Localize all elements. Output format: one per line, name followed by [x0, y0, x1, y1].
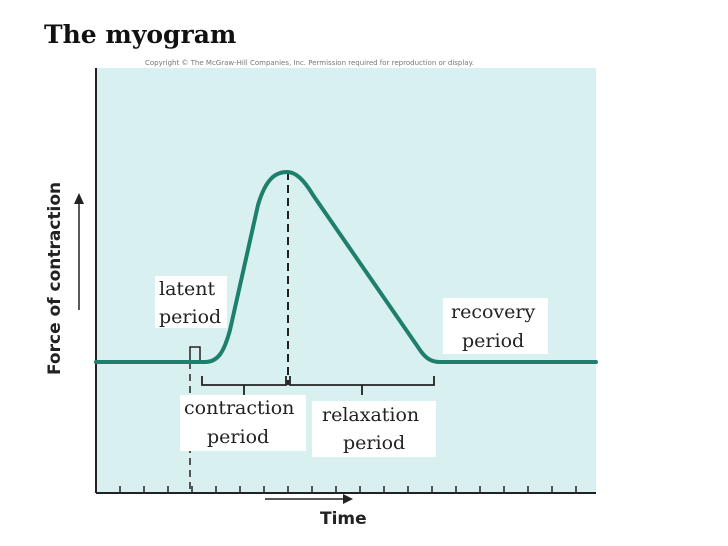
recovery-period-label-line2: period — [462, 330, 524, 352]
time-arrow — [265, 494, 353, 504]
slide-title: The myogram — [44, 20, 237, 49]
contraction-period-label-line1: contraction — [184, 397, 294, 419]
latent-period-label-line1: latent — [159, 278, 216, 300]
contraction-period-label-line2: period — [207, 426, 269, 448]
twitch-curve — [94, 170, 598, 364]
relaxation-period-label-line2: period — [343, 432, 405, 454]
relaxation-bracket — [289, 376, 435, 395]
x-axis-label: Time — [320, 509, 367, 529]
copyright-note: Copyright © The McGraw-Hill Companies, I… — [145, 59, 474, 67]
period-brackets — [201, 376, 435, 395]
force-arrow — [74, 193, 84, 310]
latent-period-label-line2: period — [159, 306, 221, 328]
label-backgrounds — [155, 276, 548, 457]
contraction-bracket — [201, 376, 287, 395]
y-axis-label: Force of contraction — [45, 182, 65, 375]
x-axis-ticks — [119, 486, 577, 493]
stimulus-marker — [189, 346, 201, 362]
relaxation-period-label-line1: relaxation — [322, 404, 419, 426]
recovery-period-label-line1: recovery — [451, 301, 535, 323]
